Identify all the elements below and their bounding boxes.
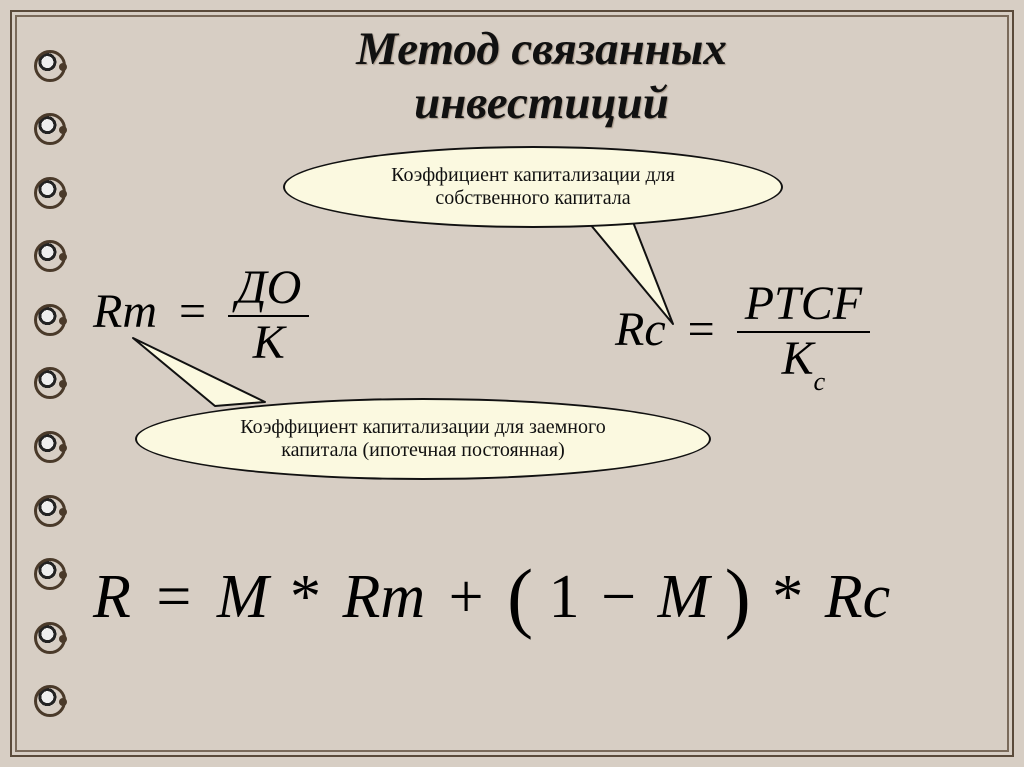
rc-fraction: PTCF Кc — [737, 278, 870, 390]
fm-M1: M — [217, 563, 269, 631]
binding-ring — [34, 113, 66, 145]
rm-num: ДО — [228, 262, 309, 315]
slide-content: Метод связанных инвестиций Коэффициент к… — [85, 22, 998, 745]
rm-eq: = — [179, 285, 206, 338]
rc-lhs: Rc — [615, 303, 666, 356]
fm-lpar: ( — [507, 553, 533, 640]
fm-minus: − — [601, 563, 636, 631]
fm-Rc: Rc — [825, 563, 890, 631]
fm-star1: * — [290, 563, 321, 631]
title-line2: инвестиций — [414, 77, 669, 129]
binding-ring — [34, 431, 66, 463]
binding-ring — [34, 177, 66, 209]
binding-ring — [34, 50, 66, 82]
binding-ring — [34, 622, 66, 654]
spiral-binding — [28, 18, 72, 749]
binding-ring — [34, 367, 66, 399]
rc-den: Кc — [774, 333, 834, 391]
rc-eq: = — [688, 303, 715, 356]
binding-ring — [34, 240, 66, 272]
rc-den-base: К — [782, 332, 814, 385]
binding-ring — [34, 495, 66, 527]
fm-rpar: ) — [725, 553, 751, 640]
fm-Rm: Rm — [343, 563, 426, 631]
binding-ring — [34, 558, 66, 590]
callout-equity: Коэффициент капитализации для собственно… — [283, 146, 783, 228]
fm-eq: = — [156, 563, 191, 631]
binding-ring — [34, 685, 66, 717]
callout2-line2: капитала (ипотечная постоянная) — [281, 439, 565, 461]
formula-rc: Rc = PTCF Кc — [615, 278, 870, 390]
rm-den: К — [245, 317, 293, 370]
rc-den-sub: c — [813, 366, 825, 396]
fm-star2: * — [772, 563, 803, 631]
callout-debt: Коэффициент капитализации для заемного к… — [135, 398, 711, 480]
rc-num: PTCF — [737, 278, 870, 331]
formula-rm: Rm = ДО К — [93, 262, 309, 370]
rm-lhs: Rm — [93, 285, 157, 338]
fm-M2: M — [658, 563, 710, 631]
callout2-line1: Коэффициент капитализации для заемного — [240, 416, 605, 438]
callout1-line2: собственного капитала — [435, 187, 630, 209]
page-title: Метод связанных инвестиций — [85, 22, 998, 130]
fm-1: 1 — [549, 563, 580, 631]
fm-R: R — [93, 563, 131, 631]
fm-plus: + — [449, 563, 484, 631]
formula-main: R = M * Rm + ( 1 − M ) * Rc — [93, 562, 890, 633]
binding-ring — [34, 304, 66, 336]
title-line1: Метод связанных — [356, 23, 727, 75]
callout1-line1: Коэффициент капитализации для — [391, 164, 675, 186]
rm-fraction: ДО К — [228, 262, 309, 370]
